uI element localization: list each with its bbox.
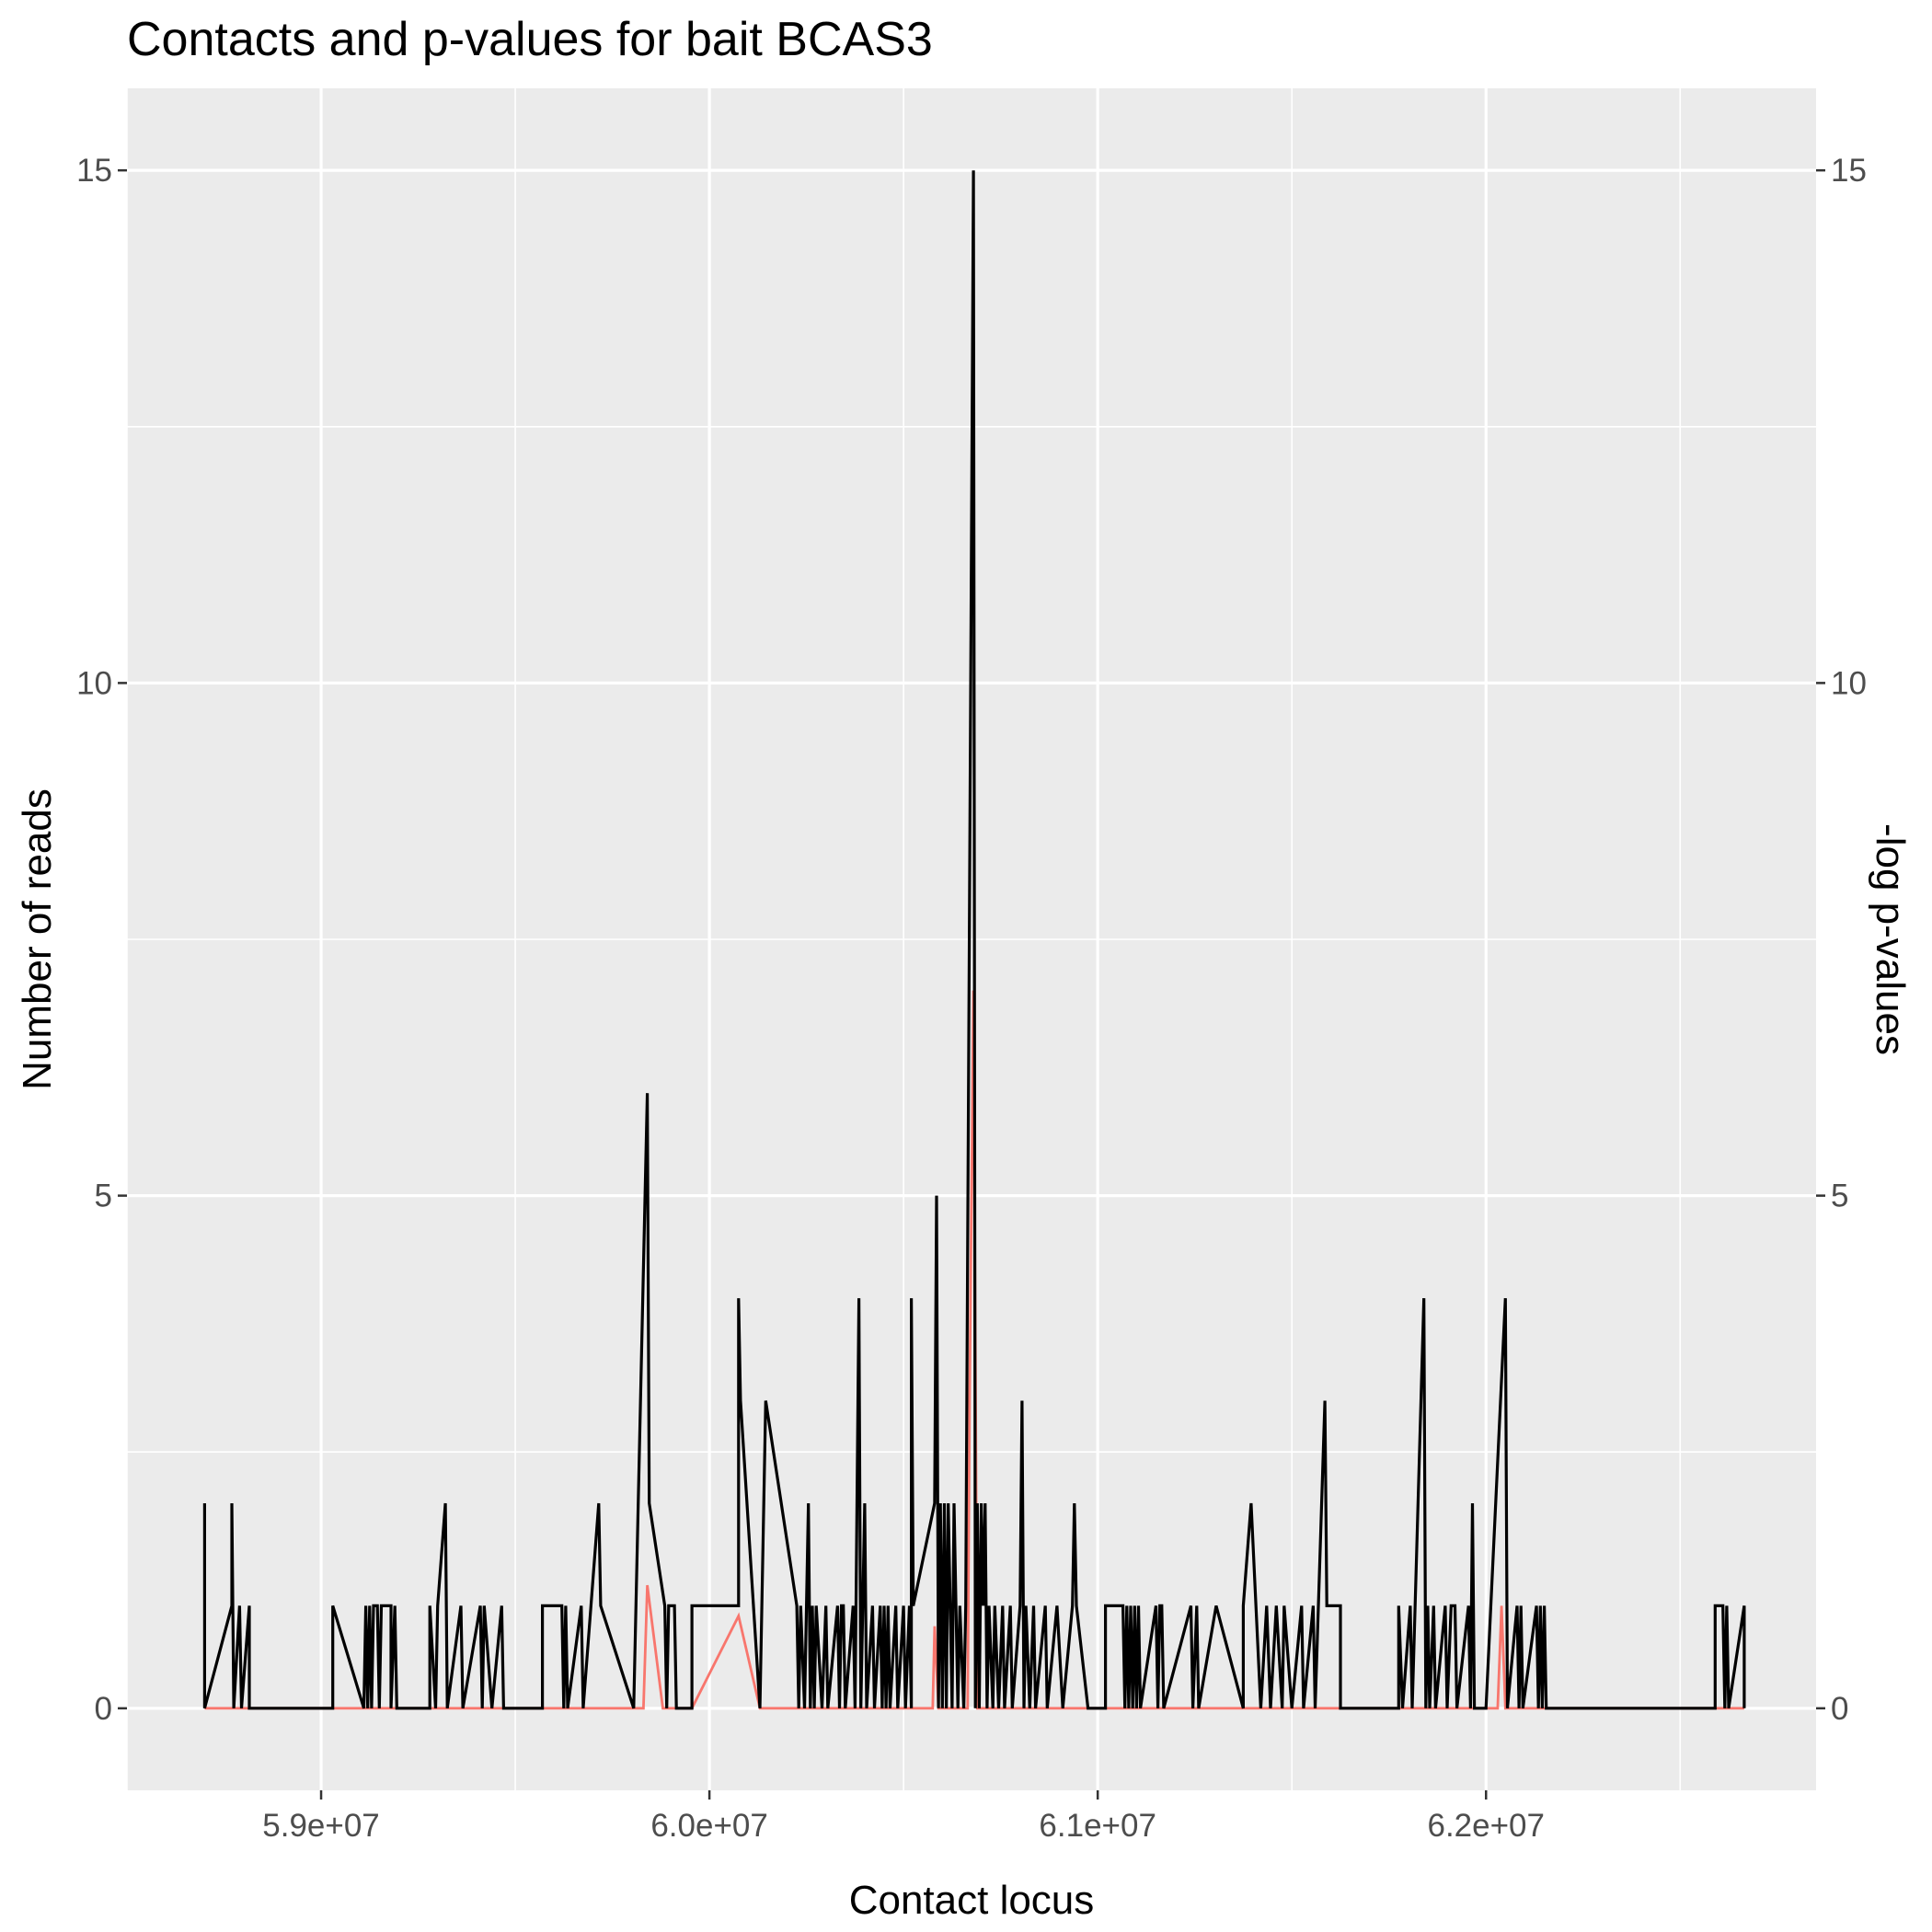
pvalues-series-line [204,990,1744,1710]
y2-tick-label: 15 [1831,153,1867,189]
y2-tick-label: 0 [1831,1691,1848,1727]
x-axis-title: Contact locus [849,1878,1095,1923]
y-tick-label: 0 [95,1691,112,1727]
x-tick-label: 6.0e+07 [650,1808,768,1844]
y2-axis-title: -log p-values [1868,823,1913,1055]
x-tick-label: 5.9e+07 [262,1808,380,1844]
y-axis-left: 0 5 10 15 [76,153,127,1727]
y-tick-label: 15 [76,153,112,189]
y-tick-label: 5 [95,1179,112,1214]
y2-tick-label: 10 [1831,665,1867,701]
series-layer [202,170,1746,1710]
y-tick-label: 10 [76,665,112,701]
x-tick-label: 6.2e+07 [1427,1808,1545,1844]
y-axis-right: 0 5 10 15 [1816,153,1867,1727]
chart-title: Contacts and p-values for bait BCAS3 [127,13,933,66]
y-axis-title: Number of reads [15,788,60,1090]
x-axis: 5.9e+07 6.0e+07 6.1e+07 6.2e+07 [262,1790,1545,1844]
y2-tick-label: 5 [1831,1179,1848,1214]
reads-series-line [202,170,1746,1710]
x-tick-label: 6.1e+07 [1039,1808,1156,1844]
